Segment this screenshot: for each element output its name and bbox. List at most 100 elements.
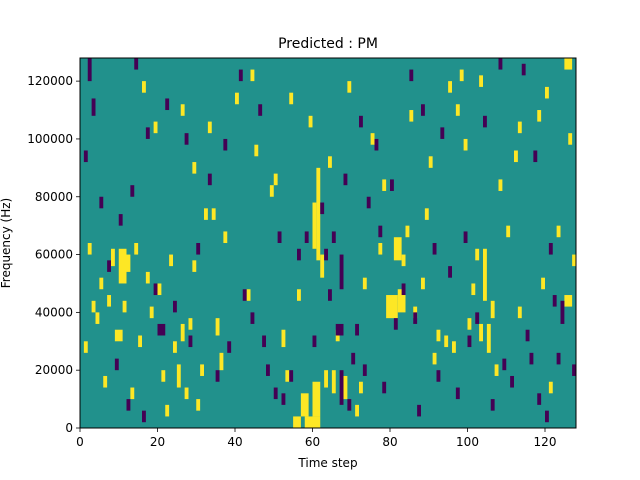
heatmap-cell-high — [386, 295, 398, 319]
heatmap-cell-low — [502, 358, 507, 371]
heatmap-cell-high — [83, 341, 88, 353]
heatmap-cell-high — [541, 277, 545, 290]
heatmap-cell-high — [409, 110, 414, 122]
heatmap-cell-low — [281, 393, 286, 405]
heatmap-cell-high — [173, 341, 177, 353]
x-tick-label: 40 — [227, 435, 242, 449]
heatmap-cell-high — [297, 289, 301, 301]
heatmap-cell-low — [355, 323, 359, 336]
heatmap-cell-high — [246, 289, 251, 301]
heatmap-cell-low — [413, 312, 418, 324]
heatmap-cell-high — [324, 370, 328, 388]
heatmap-cell-high — [103, 375, 108, 388]
heatmap-cell-high — [572, 254, 576, 267]
heatmap-cell-high — [145, 271, 150, 284]
heatmap-cell-high — [479, 323, 483, 342]
x-axis-ticks: 0 20 40 60 80 100 120 — [76, 428, 556, 449]
heatmap-cell-low — [432, 243, 437, 255]
y-tick-label: 100000 — [27, 132, 73, 146]
heatmap-cell-high — [223, 231, 228, 243]
y-tick-label: 40000 — [35, 305, 73, 319]
y-tick-label: 60000 — [35, 248, 73, 262]
heatmap-cell-high — [428, 156, 433, 168]
x-axis-label: Time step — [297, 456, 357, 470]
heatmap-cell-high — [235, 92, 239, 105]
heatmap-cell-low — [87, 58, 92, 82]
heatmap-cell-low — [165, 98, 170, 111]
heatmap-cell-high — [467, 318, 472, 330]
heatmap-cell-high — [475, 248, 480, 261]
heatmap-background — [80, 58, 576, 428]
heatmap-cell-high — [514, 150, 518, 163]
heatmap-cell-high — [157, 283, 162, 296]
heatmap-cell-low — [107, 260, 111, 272]
heatmap-cell-high — [285, 370, 290, 382]
heatmap-cell-low — [118, 214, 123, 226]
heatmap-cell-low — [312, 335, 317, 348]
heatmap-cell-high — [459, 69, 464, 82]
chart-title: Predicted : PM — [278, 36, 378, 52]
heatmap-cell-low — [545, 410, 549, 423]
heatmap-cell-low — [289, 370, 294, 382]
x-tick-label: 0 — [76, 435, 84, 449]
y-tick-label: 120000 — [27, 74, 73, 88]
heatmap-cell-low — [572, 364, 576, 376]
heatmap-cell-low — [467, 335, 472, 348]
heatmap-cell-high — [471, 283, 476, 296]
heatmap-cell-low — [196, 243, 201, 255]
heatmap-cell-low — [533, 150, 538, 163]
heatmap-cell-low — [421, 104, 425, 116]
heatmap-cell-high — [134, 243, 139, 255]
heatmap-cell-high — [537, 110, 542, 122]
heatmap-cell-high — [149, 306, 154, 319]
heatmap-cell-low — [490, 399, 495, 411]
heatmap-cell-high — [328, 156, 332, 168]
heatmap-cell-low — [455, 387, 460, 400]
heatmap-cell-high — [176, 364, 181, 388]
heatmap-cell-low — [242, 289, 247, 301]
heatmap-cell-low — [436, 370, 441, 382]
y-tick-label: 20000 — [35, 363, 73, 377]
heatmap-cell-low — [409, 69, 414, 82]
heatmap-cell-high — [192, 162, 197, 174]
heatmap-cell-low — [401, 283, 406, 296]
heatmap-cell-high — [455, 104, 460, 116]
heatmap-cell-low — [366, 196, 371, 209]
heatmap-cell-low — [347, 399, 352, 411]
heatmap-cell-high — [304, 416, 321, 428]
plot-area — [79, 57, 577, 429]
heatmap-cell-low — [359, 115, 363, 128]
heatmap-cell-high — [331, 370, 336, 394]
heatmap-cell-high — [269, 185, 274, 197]
heatmap-cell-high — [142, 81, 146, 93]
heatmap-cell-high — [169, 254, 173, 267]
heatmap-cell-high — [517, 121, 522, 134]
x-tick-label: 60 — [305, 435, 320, 449]
heatmap-cell-high — [405, 225, 410, 238]
heatmap-cell-high — [463, 138, 468, 151]
y-tick-label: 80000 — [35, 190, 73, 204]
y-axis-label: Frequency (Hz) — [0, 198, 13, 289]
heatmap-cell-high — [300, 393, 309, 417]
heatmap-cell-low — [362, 364, 367, 376]
heatmap-cell-low — [273, 387, 278, 400]
heatmap-cell-high — [564, 58, 573, 70]
heatmap-cell-low — [304, 231, 309, 243]
heatmap-cell-low — [130, 185, 135, 197]
heatmap-cell-high — [568, 133, 573, 145]
heatmap-cell-high — [281, 329, 286, 348]
heatmap-cell-low — [207, 173, 212, 186]
heatmap-cell-high — [91, 300, 96, 313]
heatmap-cell-high — [452, 341, 456, 353]
x-tick-label: 20 — [150, 435, 165, 449]
heatmap-cell-high — [448, 81, 452, 93]
heatmap-cell-high — [192, 260, 197, 272]
heatmap-cell-high — [444, 335, 449, 348]
heatmap-cell-low — [448, 266, 452, 278]
heatmap-cell-low — [328, 289, 332, 301]
heatmap-cell-high — [153, 121, 158, 134]
heatmap-cell-high — [397, 289, 406, 313]
heatmap-cell-low — [215, 370, 220, 382]
heatmap-cell-low — [188, 335, 193, 348]
